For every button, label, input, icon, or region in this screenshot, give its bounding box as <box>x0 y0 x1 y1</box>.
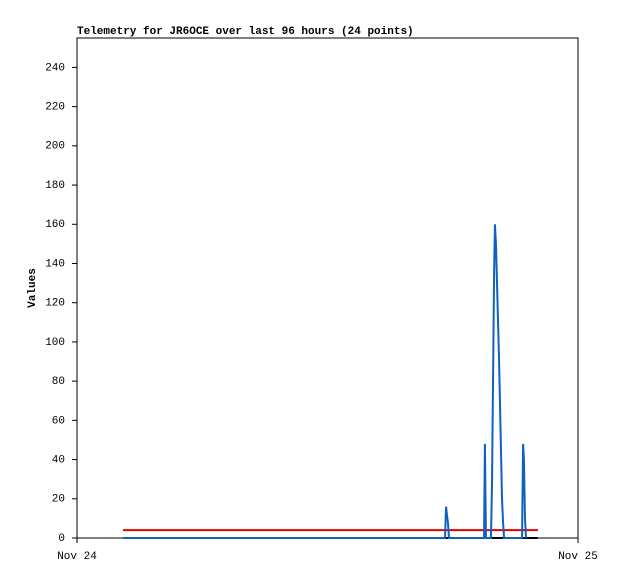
y-tick-label: 60 <box>52 415 65 427</box>
chart-title: Telemetry for JR6OCE over last 96 hours … <box>77 26 414 38</box>
x-tick-label: Nov 25 <box>558 551 598 563</box>
y-tick-label: 240 <box>45 62 65 74</box>
y-tick-label: 100 <box>45 337 65 349</box>
y-tick-label: 140 <box>45 258 65 270</box>
y-tick-label: 0 <box>58 533 65 545</box>
y-tick-label: 40 <box>52 454 65 466</box>
y-tick-label: 20 <box>52 494 65 506</box>
y-tick-label: 120 <box>45 298 65 310</box>
plot-frame <box>76 37 579 539</box>
x-tick-label: Nov 24 <box>57 551 97 563</box>
y-tick-label: 160 <box>45 219 65 231</box>
y-tick-label: 80 <box>52 376 65 388</box>
y-tick-label: 200 <box>45 141 65 153</box>
y-tick-label: 220 <box>45 102 65 114</box>
series-line <box>122 224 528 539</box>
y-tick-label: 180 <box>45 180 65 192</box>
y-axis-label: Values <box>27 268 39 308</box>
